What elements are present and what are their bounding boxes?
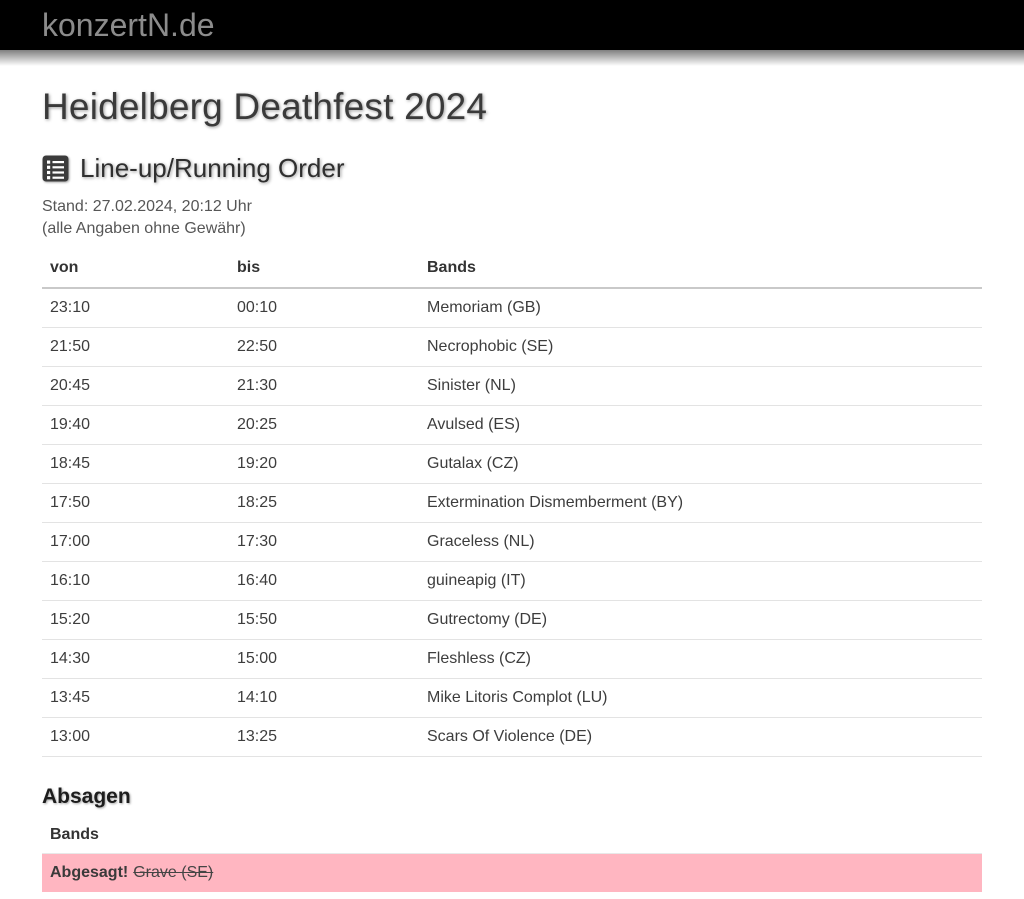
von-cell: 21:50 [42,327,229,367]
table-row: 15:20 15:50 Gutrectomy (DE) [42,600,982,640]
bis-cell: 14:10 [229,678,419,718]
cancelled-label: Abgesagt! [50,864,129,881]
band-cell: Sinister (NL) [419,366,982,406]
von-cell: 13:00 [42,717,229,757]
table-row: 14:30 15:00 Fleshless (CZ) [42,639,982,679]
stand-timestamp: Stand: 27.02.2024, 20:12 Uhr [42,198,252,215]
table-row: 16:10 16:40 guineapig (IT) [42,561,982,601]
band-cell: Scars Of Violence (DE) [419,717,982,757]
cancellations-table-body: Abgesagt! Grave (SE) [42,853,982,893]
main-content: Heidelberg Deathfest 2024 Line-up/Runnin… [0,86,1024,892]
von-cell: 18:45 [42,444,229,484]
bis-cell: 00:10 [229,288,419,328]
bis-cell: 21:30 [229,366,419,406]
band-cell: Gutalax (CZ) [419,444,982,484]
von-cell: 17:00 [42,522,229,562]
table-row: 21:50 22:50 Necrophobic (SE) [42,327,982,367]
column-header-bis: bis [229,248,419,289]
bis-cell: 17:30 [229,522,419,562]
von-cell: 16:10 [42,561,229,601]
column-header-bands: Bands [419,248,982,289]
bis-cell: 18:25 [229,483,419,523]
bis-cell: 16:40 [229,561,419,601]
bis-cell: 15:50 [229,600,419,640]
column-header-von: von [42,248,229,289]
stand-disclaimer: (alle Angaben ohne Gewähr) [42,220,246,237]
von-cell: 19:40 [42,405,229,445]
site-title-link[interactable]: konzertN.de [42,7,215,43]
von-cell: 15:20 [42,600,229,640]
von-cell: 23:10 [42,288,229,328]
column-header-cancel-bands: Bands [42,817,982,854]
cancelled-band-name: Grave (SE) [133,864,214,881]
lineup-header-row: von bis Bands [42,248,982,289]
table-row: 13:00 13:25 Scars Of Violence (DE) [42,717,982,757]
band-cell: Avulsed (ES) [419,405,982,445]
bis-cell: 13:25 [229,717,419,757]
cancellations-table: Bands Abgesagt! Grave (SE) [42,817,982,892]
bis-cell: 20:25 [229,405,419,445]
cancelled-band-row: Abgesagt! Grave (SE) [42,853,982,893]
von-cell: 17:50 [42,483,229,523]
table-row: 19:40 20:25 Avulsed (ES) [42,405,982,445]
bis-cell: 22:50 [229,327,419,367]
stand-info: Stand: 27.02.2024, 20:12 Uhr (alle Angab… [42,196,982,240]
band-cell: Necrophobic (SE) [419,327,982,367]
topbar: konzertN.de [0,0,1024,66]
cancellations-heading: Absagen [42,785,131,808]
band-cell: Memoriam (GB) [419,288,982,328]
table-row: 20:45 21:30 Sinister (NL) [42,366,982,406]
cancelled-band-cell: Abgesagt! Grave (SE) [42,854,982,893]
bis-cell: 15:00 [229,639,419,679]
band-cell: Mike Litoris Complot (LU) [419,678,982,718]
table-row: 17:50 18:25 Extermination Dismemberment (B… [42,483,982,523]
table-row: 23:10 00:10 Memoriam (GB) [42,288,982,328]
bis-cell: 19:20 [229,444,419,484]
lineup-table: von bis Bands 23:10 00:10 Memoriam (GB) 21:… [42,248,982,757]
lineup-table-body: 23:10 00:10 Memoriam (GB) 21:50 22:50 Necroph… [42,288,982,757]
table-row: 18:45 19:20 Gutalax (CZ) [42,444,982,484]
table-row: 13:45 14:10 Mike Litoris Complot (LU) [42,678,982,718]
band-cell: Fleshless (CZ) [419,639,982,679]
band-cell: guineapig (IT) [419,561,982,601]
von-cell: 13:45 [42,678,229,718]
table-row: 17:00 17:30 Graceless (NL) [42,522,982,562]
von-cell: 20:45 [42,366,229,406]
lineup-heading: Line-up/Running Order [42,153,982,184]
von-cell: 14:30 [42,639,229,679]
band-cell: Graceless (NL) [419,522,982,562]
band-cell: Gutrectomy (DE) [419,600,982,640]
cancellations-header-row: Bands [42,817,982,854]
lineup-heading-label: Line-up/Running Order [80,153,345,183]
list-icon [42,155,69,182]
band-cell: Extermination Dismemberment (BY) [419,483,982,523]
page-title: Heidelberg Deathfest 2024 [42,86,488,127]
